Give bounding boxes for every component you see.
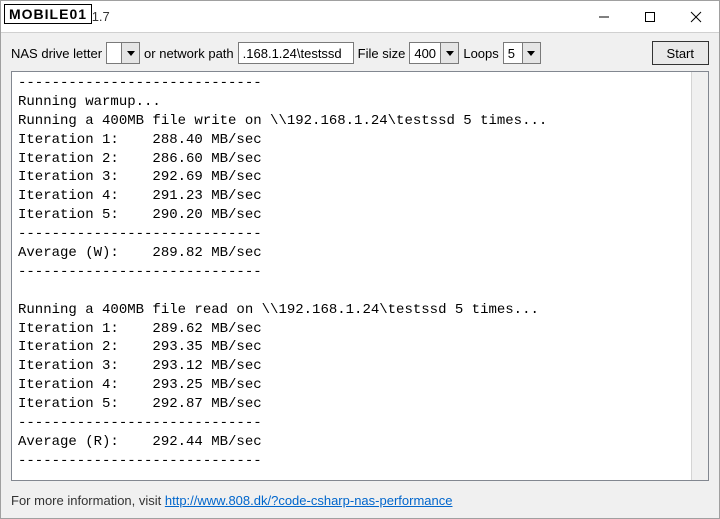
- network-path-label: or network path: [144, 46, 234, 61]
- minimize-button[interactable]: [581, 1, 627, 32]
- loops-combo[interactable]: [503, 42, 541, 64]
- filesize-input[interactable]: [410, 43, 440, 63]
- chevron-down-icon[interactable]: [121, 43, 139, 63]
- chevron-down-icon[interactable]: [522, 43, 540, 63]
- vertical-scrollbar[interactable]: [691, 72, 708, 480]
- loops-input[interactable]: [504, 43, 522, 63]
- footer-text: For more information, visit: [11, 493, 165, 508]
- network-path-input[interactable]: [238, 42, 354, 64]
- app-window: MOBILE01 nce tester 1.7 NAS drive letter…: [0, 0, 720, 519]
- output-text: ----------------------------- Running wa…: [12, 72, 708, 473]
- start-button[interactable]: Start: [652, 41, 709, 65]
- maximize-button[interactable]: [627, 1, 673, 32]
- drive-letter-input[interactable]: [107, 43, 121, 63]
- footer: For more information, visit http://www.8…: [1, 487, 719, 518]
- info-link[interactable]: http://www.808.dk/?code-csharp-nas-perfo…: [165, 493, 453, 508]
- close-button[interactable]: [673, 1, 719, 32]
- chevron-down-icon[interactable]: [440, 43, 458, 63]
- filesize-label: File size: [358, 46, 406, 61]
- filesize-combo[interactable]: [409, 42, 459, 64]
- toolbar: NAS drive letter or network path File si…: [1, 33, 719, 71]
- loops-label: Loops: [463, 46, 498, 61]
- drive-letter-combo[interactable]: [106, 42, 140, 64]
- drive-letter-label: NAS drive letter: [11, 46, 102, 61]
- window-controls: [581, 1, 719, 32]
- output-panel: ----------------------------- Running wa…: [11, 71, 709, 481]
- titlebar: MOBILE01 nce tester 1.7: [1, 1, 719, 33]
- watermark-overlay: MOBILE01: [4, 4, 92, 24]
